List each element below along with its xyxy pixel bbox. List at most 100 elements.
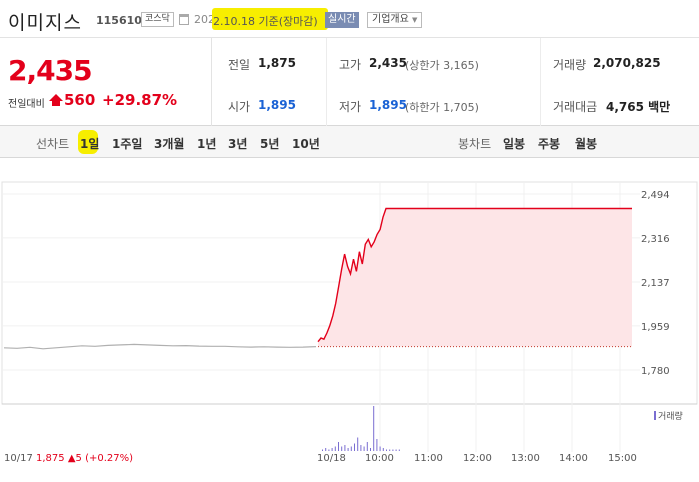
company-overview-label: 기업개요 [372, 14, 409, 25]
open-label: 시가 [228, 100, 251, 114]
volume-bar [386, 449, 387, 451]
prev-day-line [3, 343, 317, 350]
date-basis: 2.10.18 기준(장마감) [213, 15, 318, 28]
volume-bar [360, 445, 362, 451]
volume-bar [392, 449, 394, 451]
price-change-rate: +29.87% [102, 91, 178, 109]
x-tick: 15:00 [608, 453, 637, 464]
price-summary: 2,435 전일대비 560 +29.87% 전일 1,875 시가 1,895… [0, 38, 699, 126]
volume-bar [344, 445, 346, 451]
prev-day-info: 10/17 1,875 ▲5 (+0.27%) [4, 453, 133, 464]
volume-value: 2,070,825 [593, 56, 661, 70]
selected-tab-highlight [78, 130, 98, 154]
tab-3year[interactable]: 3년 [228, 137, 248, 151]
x-tick: 11:00 [414, 453, 443, 464]
prev-day-date: 10/17 [4, 453, 33, 464]
x-tick: 13:00 [511, 453, 540, 464]
volume-bar [389, 449, 391, 451]
column-divider [540, 38, 541, 126]
chevron-down-icon: ▼ [412, 16, 418, 24]
tab-1year[interactable]: 1년 [197, 137, 217, 151]
date-highlight [212, 8, 328, 30]
intraday-chart: 2,494 2,316 2,137 1,959 1,780 [1, 181, 698, 452]
y-tick-label: 2,316 [641, 234, 670, 245]
tab-5year[interactable]: 5년 [260, 137, 280, 151]
x-tick: 14:00 [559, 453, 588, 464]
x-tick: 12:00 [463, 453, 492, 464]
chart-period-tabs: 선차트 1일 1주일 3개월 1년 3년 5년 10년 봉차트 일봉 주봉 월봉 [0, 126, 699, 158]
lower-limit: (하한가 1,705) [405, 101, 479, 114]
volume-bar [363, 446, 365, 451]
calendar-icon [179, 14, 189, 25]
volume-bar [366, 442, 368, 451]
volume-bar [341, 446, 343, 451]
y-tick-label: 1,780 [641, 366, 670, 377]
y-tick-label: 1,959 [641, 322, 670, 333]
date-prefix: 202 [194, 13, 215, 26]
tab-weekly-candle[interactable]: 주봉 [538, 137, 561, 151]
prev-day-price: 1,875 [36, 453, 65, 464]
tab-3month[interactable]: 3개월 [154, 137, 185, 151]
tab-daily-candle[interactable]: 일봉 [503, 137, 526, 151]
price-fill-area [318, 208, 632, 347]
change-label: 전일대비 [8, 99, 45, 110]
low-value: 1,895 [369, 98, 407, 112]
line-chart-label: 선차트 [36, 137, 70, 151]
amount-label: 거래대금 [553, 100, 598, 114]
volume-bar [350, 446, 352, 451]
stock-header: 이미지스 115610 코스닥 202 2.10.18 기준(장마감) 실시간 … [0, 0, 699, 38]
tab-1day[interactable]: 1일 [80, 137, 100, 151]
market-badge: 코스닥 [141, 12, 174, 27]
volume-bar [338, 442, 339, 451]
high-label: 고가 [339, 58, 362, 72]
current-price-box: 2,435 전일대비 560 +29.87% [0, 38, 212, 126]
stock-code: 115610 [96, 14, 142, 27]
tab-monthly-candle[interactable]: 월봉 [575, 137, 598, 151]
volume-bar [334, 446, 336, 451]
x-tick-day: 10/18 [317, 453, 346, 464]
open-value: 1,895 [258, 98, 296, 112]
x-tick: 10:00 [365, 453, 394, 464]
high-value: 2,435 [369, 56, 407, 70]
volume-bar [347, 448, 349, 451]
realtime-button[interactable]: 실시간 [325, 12, 359, 28]
upper-limit: (상한가 3,165) [405, 59, 479, 72]
current-price: 2,435 [8, 54, 93, 87]
volume-bar [395, 449, 397, 451]
volume-bar [379, 446, 381, 451]
tab-10year[interactable]: 10년 [292, 137, 320, 151]
volume-bar [325, 448, 327, 451]
volume-bar [370, 448, 371, 451]
volume-bar [328, 449, 330, 451]
volume-bar [354, 443, 355, 451]
volume-bar [398, 449, 400, 451]
prev-close-label: 전일 [228, 58, 251, 72]
prev-close-value: 1,875 [258, 56, 296, 70]
y-tick-label: 2,494 [641, 190, 670, 201]
y-tick-label: 2,137 [641, 278, 670, 289]
today-price-line [317, 207, 632, 343]
volume-bar [382, 448, 384, 451]
volume-bar [373, 406, 375, 451]
volume-bar [357, 437, 359, 451]
amount-value: 4,765 백만 [606, 100, 671, 114]
volume-bar [376, 439, 378, 451]
volume-legend-label: 거래량 [658, 412, 683, 422]
low-label: 저가 [339, 100, 362, 114]
volume-bar [331, 448, 333, 451]
candle-chart-label: 봉차트 [458, 137, 492, 151]
volume-legend-swatch [654, 411, 656, 420]
prev-day-change: ▲5 (+0.27%) [67, 453, 134, 464]
tab-1week[interactable]: 1주일 [112, 137, 143, 151]
price-change: 560 [64, 91, 96, 109]
company-overview-button[interactable]: 기업개요 ▼ [367, 12, 423, 28]
y-axis: 2,494 2,316 2,137 1,959 1,780 [641, 190, 670, 377]
volume-legend: 거래량 [654, 409, 683, 422]
volume-label: 거래량 [553, 58, 587, 72]
volume-bars [322, 406, 400, 451]
up-arrow-stem [52, 101, 60, 106]
stock-name: 이미지스 [8, 12, 82, 34]
up-arrow-icon [49, 94, 63, 101]
volume-bar [322, 449, 323, 451]
column-divider [326, 38, 327, 126]
